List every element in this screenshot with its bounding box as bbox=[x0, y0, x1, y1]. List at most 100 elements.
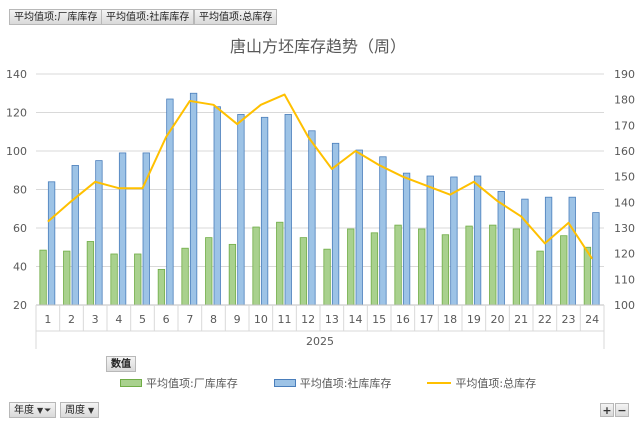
x-tick-label: 21 bbox=[514, 313, 528, 326]
y-right-tick-label: 100 bbox=[614, 299, 635, 312]
y-right-tick-label: 110 bbox=[614, 273, 635, 286]
bar-social-inventory bbox=[379, 156, 387, 306]
chart-legend: 平均值项:厂库库存 平均值项:社库库存 平均值项:总库存 bbox=[120, 374, 572, 392]
gridlines bbox=[36, 73, 604, 267]
bar-factory-inventory bbox=[441, 234, 450, 306]
bar-social-inventory bbox=[47, 181, 56, 306]
y-left-tick-label: 60 bbox=[13, 222, 27, 235]
bar-factory-inventory bbox=[394, 224, 402, 306]
x-tick-label: 12 bbox=[301, 313, 315, 326]
bar-social-inventory bbox=[521, 198, 529, 306]
bar-factory-inventory bbox=[489, 224, 497, 306]
x-tick-label: 17 bbox=[420, 313, 434, 326]
bar-social-inventory bbox=[592, 212, 600, 306]
row-field-button-year[interactable]: 年度 ▼⏷ bbox=[9, 402, 57, 418]
x-tick-label: 8 bbox=[210, 313, 217, 326]
bar-factory-inventory bbox=[205, 237, 213, 306]
bar-factory-inventory bbox=[39, 249, 47, 306]
value-field-button-total[interactable]: 平均值项:总库存 bbox=[194, 9, 278, 25]
row-field-label-week: 周度 bbox=[65, 405, 85, 416]
bar-factory-inventory bbox=[228, 243, 237, 306]
x-tick-label: 5 bbox=[139, 313, 146, 326]
x-tick-label: 7 bbox=[186, 313, 193, 326]
x-tick-label: 2 bbox=[68, 313, 75, 326]
bar-factory-inventory bbox=[370, 232, 379, 306]
row-field-button-week[interactable]: 周度 ▼ bbox=[60, 402, 100, 418]
bar-factory-inventory bbox=[86, 241, 95, 306]
bar-factory-inventory bbox=[157, 268, 166, 306]
y-right-tick-label: 170 bbox=[614, 119, 635, 132]
bar-social-inventory bbox=[284, 114, 292, 306]
legend-label-total: 平均值项:总库存 bbox=[455, 377, 537, 390]
y-right-tick-label: 130 bbox=[614, 222, 635, 235]
legend-label-social: 平均值项:社库库存 bbox=[299, 377, 392, 390]
dropdown-arrow-icon[interactable]: ▼ bbox=[37, 406, 44, 415]
x-tick-label: 23 bbox=[562, 313, 576, 326]
bar-social-inventory bbox=[568, 196, 576, 306]
legend-item-total: 平均值项:总库存 bbox=[427, 375, 536, 391]
expand-button[interactable]: + bbox=[600, 403, 614, 417]
legend-item-factory: 平均值项:厂库库存 bbox=[120, 375, 238, 391]
axes: 2040608010012014010011012013014015016017… bbox=[6, 68, 635, 349]
bar-social-inventory bbox=[450, 176, 458, 306]
y-left-tick-label: 40 bbox=[13, 261, 27, 274]
y-left-tick-label: 120 bbox=[6, 107, 27, 120]
legend-item-social: 平均值项:社库库存 bbox=[273, 375, 392, 391]
bar-social-inventory bbox=[118, 152, 127, 306]
chart-title: 唐山方坯库存趋势（周） bbox=[230, 37, 406, 56]
bar-factory-inventory bbox=[276, 221, 284, 306]
bar-factory-inventory bbox=[465, 225, 473, 306]
y-right-tick-label: 150 bbox=[614, 171, 635, 184]
bar-factory-inventory bbox=[512, 228, 521, 306]
x-tick-label: 18 bbox=[443, 313, 457, 326]
x-tick-label: 6 bbox=[163, 313, 170, 326]
y-left-tick-label: 100 bbox=[6, 145, 27, 158]
bar-factory-inventory bbox=[347, 228, 355, 306]
x-tick-label: 9 bbox=[234, 313, 241, 326]
legend-swatch-social bbox=[273, 379, 296, 387]
x-tick-label: 1 bbox=[44, 313, 51, 326]
x-tick-label: 16 bbox=[396, 313, 410, 326]
x-tick-label: 20 bbox=[491, 313, 505, 326]
bar-social-inventory bbox=[402, 172, 411, 306]
x-tick-label: 15 bbox=[372, 313, 386, 326]
bar-social-inventory bbox=[308, 130, 316, 306]
legend-label-factory: 平均值项:厂库库存 bbox=[146, 377, 238, 390]
x-tick-label: 10 bbox=[254, 313, 268, 326]
x-tick-label: 22 bbox=[538, 313, 552, 326]
bar-factory-inventory bbox=[252, 226, 260, 306]
line-series-group bbox=[47, 93, 594, 260]
x-tick-label: 3 bbox=[92, 313, 99, 326]
bar-factory-inventory bbox=[63, 250, 71, 306]
bar-factory-inventory bbox=[134, 253, 142, 306]
x-tick-label: 19 bbox=[467, 313, 481, 326]
x-tick-label: 24 bbox=[585, 313, 599, 326]
y-right-tick-label: 120 bbox=[614, 248, 635, 261]
bar-social-inventory bbox=[497, 191, 505, 306]
x-tick-label: 14 bbox=[349, 313, 363, 326]
bar-series-group bbox=[39, 92, 600, 306]
bar-factory-inventory bbox=[110, 253, 118, 306]
bar-factory-inventory bbox=[181, 247, 189, 306]
collapse-button[interactable]: − bbox=[615, 403, 629, 417]
bar-factory-inventory bbox=[536, 250, 544, 306]
bar-social-inventory bbox=[213, 106, 221, 306]
line-total-inventory bbox=[47, 93, 594, 260]
dropdown-arrow-icon[interactable]: ▼ bbox=[88, 406, 95, 415]
x-tick-label: 13 bbox=[325, 313, 339, 326]
bar-social-inventory bbox=[544, 196, 553, 306]
y-right-tick-label: 140 bbox=[614, 196, 635, 209]
y-right-tick-label: 190 bbox=[614, 68, 635, 81]
y-left-tick-label: 140 bbox=[6, 68, 27, 81]
bar-social-inventory bbox=[71, 165, 79, 306]
x-tick-label: 11 bbox=[278, 313, 292, 326]
y-right-tick-label: 180 bbox=[614, 94, 635, 107]
x-tick-label: 4 bbox=[115, 313, 122, 326]
legend-swatch-factory bbox=[120, 379, 142, 387]
bar-social-inventory bbox=[189, 92, 198, 306]
values-field-button[interactable]: 数值 bbox=[106, 356, 136, 372]
filter-funnel-icon[interactable]: ⏷ bbox=[44, 406, 52, 416]
value-field-button-social[interactable]: 平均值项:社库库存 bbox=[101, 9, 195, 25]
bar-factory-inventory bbox=[323, 248, 331, 306]
